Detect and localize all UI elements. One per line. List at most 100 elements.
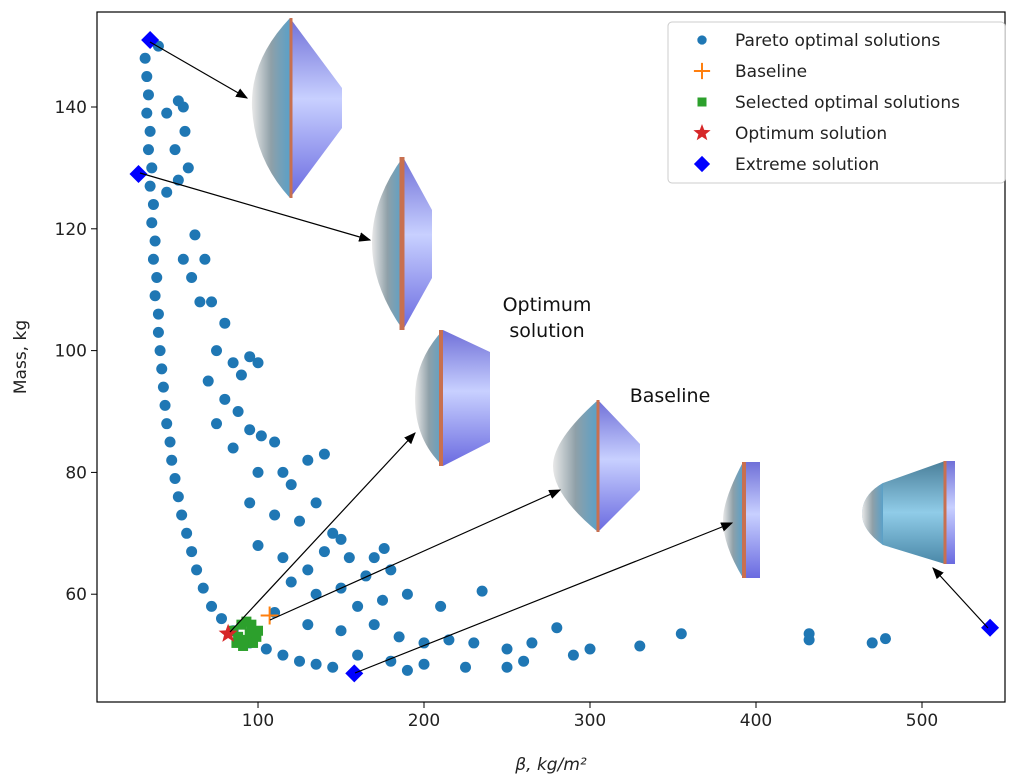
legend-label: Selected optimal solutions xyxy=(735,93,960,113)
x-tick-label: 500 xyxy=(906,711,938,731)
point xyxy=(161,108,172,119)
point xyxy=(327,662,338,673)
y-tick-label: 120 xyxy=(55,220,87,240)
point xyxy=(178,102,189,113)
point xyxy=(568,650,579,661)
point xyxy=(344,552,355,563)
point xyxy=(352,650,363,661)
point xyxy=(143,144,154,155)
point xyxy=(302,619,313,630)
x-tick-label: 200 xyxy=(408,711,440,731)
point xyxy=(238,641,248,651)
point xyxy=(181,528,192,539)
annotation: Baseline xyxy=(610,383,730,409)
point xyxy=(219,394,230,405)
point xyxy=(294,656,305,667)
point xyxy=(394,631,405,642)
point xyxy=(161,187,172,198)
point xyxy=(246,620,256,630)
point xyxy=(880,633,891,644)
point xyxy=(145,181,156,192)
point xyxy=(216,613,227,624)
point xyxy=(477,586,488,597)
point xyxy=(460,662,471,673)
point xyxy=(211,418,222,429)
point xyxy=(352,601,363,612)
point xyxy=(377,595,388,606)
page: β, kg/m² Mass, kg 1002003004005006080100… xyxy=(0,0,1022,781)
legend-label: Pareto optimal solutions xyxy=(735,31,940,51)
point xyxy=(233,406,244,417)
point xyxy=(286,577,297,588)
point xyxy=(191,564,202,575)
x-tick-label: 300 xyxy=(574,711,606,731)
point xyxy=(179,126,190,137)
point xyxy=(867,637,878,648)
point xyxy=(161,418,172,429)
x-tick-label: 100 xyxy=(242,711,274,731)
y-tick-label: 100 xyxy=(55,342,87,362)
point xyxy=(502,644,513,655)
point xyxy=(170,144,181,155)
point xyxy=(228,357,239,368)
point xyxy=(145,126,156,137)
legend-marker xyxy=(697,35,706,44)
point xyxy=(369,552,380,563)
point xyxy=(676,628,687,639)
point xyxy=(148,254,159,265)
point xyxy=(419,659,430,670)
point xyxy=(206,601,217,612)
point xyxy=(178,254,189,265)
point xyxy=(203,376,214,387)
point xyxy=(634,640,645,651)
point xyxy=(261,644,272,655)
point xyxy=(286,479,297,490)
annotation: Optimum solution xyxy=(497,292,597,344)
point xyxy=(502,662,513,673)
point xyxy=(186,272,197,283)
point xyxy=(173,491,184,502)
point xyxy=(253,540,264,551)
point xyxy=(311,497,322,508)
point xyxy=(804,634,815,645)
point xyxy=(244,497,255,508)
point xyxy=(369,619,380,630)
point xyxy=(277,552,288,563)
point xyxy=(176,510,187,521)
point xyxy=(518,656,529,667)
point xyxy=(143,89,154,100)
point xyxy=(228,443,239,454)
point xyxy=(158,382,169,393)
point xyxy=(336,625,347,636)
point xyxy=(402,665,413,676)
point xyxy=(302,455,313,466)
x-tick-label: 400 xyxy=(740,711,772,731)
point xyxy=(253,357,264,368)
y-axis-label: Mass, kg xyxy=(11,320,31,394)
point xyxy=(277,650,288,661)
point xyxy=(186,546,197,557)
point xyxy=(166,455,177,466)
point xyxy=(170,473,181,484)
x-axis-label: β, kg/m² xyxy=(514,755,587,775)
point xyxy=(256,430,267,441)
point xyxy=(311,659,322,670)
point xyxy=(156,363,167,374)
point xyxy=(269,436,280,447)
point xyxy=(236,369,247,380)
point xyxy=(211,345,222,356)
y-tick-label: 140 xyxy=(55,98,87,118)
point xyxy=(155,345,166,356)
point xyxy=(198,583,209,594)
point xyxy=(153,327,164,338)
point xyxy=(141,71,152,82)
point xyxy=(551,622,562,633)
point xyxy=(183,162,194,173)
point xyxy=(402,589,413,600)
point xyxy=(244,424,255,435)
point xyxy=(277,467,288,478)
point xyxy=(150,290,161,301)
point xyxy=(140,53,151,64)
legend-label: Optimum solution xyxy=(735,124,887,144)
point xyxy=(379,543,390,554)
